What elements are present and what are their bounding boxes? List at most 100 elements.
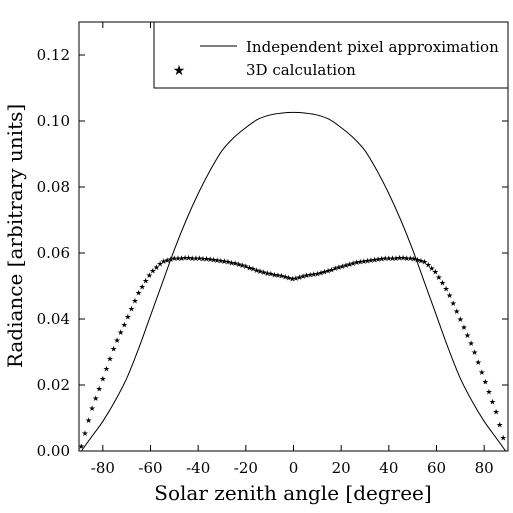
series-point-3d: ★ (375, 255, 382, 264)
y-axis-label: Radiance [arbitrary units] (3, 104, 27, 368)
series-point-3d: ★ (450, 299, 457, 308)
series-point-3d: ★ (382, 254, 389, 263)
series-point-3d: ★ (106, 355, 113, 364)
series-point-3d: ★ (357, 258, 364, 267)
series-point-3d: ★ (392, 254, 399, 263)
series-point-3d: ★ (307, 271, 314, 280)
series-point-3d: ★ (378, 255, 385, 264)
series-point-3d: ★ (199, 254, 206, 263)
x-tick-label: 60 (427, 459, 446, 477)
series-point-3d: ★ (289, 274, 296, 283)
series-point-3d: ★ (92, 394, 99, 403)
series-point-3d: ★ (85, 416, 92, 425)
series-point-3d: ★ (210, 255, 217, 264)
series-point-3d: ★ (124, 312, 131, 321)
series-point-3d: ★ (267, 270, 274, 279)
series-point-3d: ★ (224, 258, 231, 267)
x-tick-label: 80 (475, 459, 494, 477)
series-point-3d: ★ (235, 260, 242, 269)
series-point-3d: ★ (421, 257, 428, 266)
legend-label-3d: 3D calculation (246, 61, 356, 79)
series-point-3d: ★ (192, 254, 199, 263)
ticks: -80 -60 -40 -20 0 20 40 60 80 0.00 0.02 0.04 0.06 0.0… (37, 22, 508, 477)
series-point-3d: ★ (253, 266, 260, 275)
series-point-3d: ★ (167, 255, 174, 264)
y-tick-label: 0.06 (37, 244, 70, 262)
series-layer: ★★★★★★★★★★★★★★★★★★★★★★★★★★★★★★★★★★★★★★★★… (78, 111, 507, 452)
series-point-3d: ★ (349, 259, 356, 268)
series-point-3d: ★ (475, 358, 482, 367)
series-point-3d: ★ (403, 254, 410, 263)
series-point-3d: ★ (103, 365, 110, 374)
series-point-3d: ★ (153, 263, 160, 272)
series-point-3d: ★ (317, 268, 324, 277)
series-point-3d: ★ (232, 259, 239, 268)
series-point-3d: ★ (146, 271, 153, 280)
series-point-3d: ★ (492, 407, 499, 416)
series-point-3d: ★ (142, 277, 149, 286)
series-point-3d: ★ (128, 304, 135, 313)
series-point-3d: ★ (496, 420, 503, 429)
series-point-3d: ★ (292, 274, 299, 283)
y-tick-label: 0.08 (37, 178, 70, 196)
series-point-3d: ★ (181, 254, 188, 263)
series-point-3d: ★ (425, 261, 432, 270)
x-tick-label: -20 (234, 459, 258, 477)
series-point-3d: ★ (174, 254, 181, 263)
series-point-3d: ★ (171, 254, 178, 263)
series-point-3d: ★ (346, 260, 353, 269)
series-point-3d: ★ (271, 270, 278, 279)
series-point-3d: ★ (435, 273, 442, 282)
series-point-3d: ★ (160, 257, 167, 266)
series-point-3d: ★ (121, 320, 128, 329)
series-point-3d: ★ (164, 256, 171, 265)
series-point-3d: ★ (457, 315, 464, 324)
series-point-3d: ★ (410, 254, 417, 263)
series-point-3d: ★ (400, 254, 407, 263)
series-point-3d: ★ (467, 339, 474, 348)
series-point-3d: ★ (117, 328, 124, 337)
series-point-3d: ★ (460, 323, 467, 332)
series-point-3d: ★ (249, 265, 256, 274)
series-point-3d: ★ (389, 254, 396, 263)
series-point-3d: ★ (485, 388, 492, 397)
series-point-3d: ★ (282, 272, 289, 281)
legend: Independent pixel approximation ★ 3D cal… (153, 21, 509, 89)
series-point-3d: ★ (407, 254, 414, 263)
series-line-ipa (80, 111, 507, 452)
series-point-3d: ★ (321, 267, 328, 276)
series-point-3d: ★ (489, 398, 496, 407)
series-point-3d: ★ (314, 269, 321, 278)
series-point-3d: ★ (332, 264, 339, 273)
series-point-3d: ★ (114, 336, 121, 345)
series-point-3d: ★ (185, 254, 192, 263)
series-point-3d: ★ (353, 258, 360, 267)
series-point-3d: ★ (453, 307, 460, 316)
series-point-3d: ★ (81, 429, 88, 438)
series-point-3d: ★ (110, 345, 117, 354)
y-tick-label: 0.04 (37, 310, 70, 328)
y-tick-label: 0.12 (37, 46, 70, 64)
series-point-3d: ★ (339, 262, 346, 271)
legend-label-ipa: Independent pixel approximation (246, 38, 499, 56)
series-point-3d: ★ (96, 384, 103, 393)
series-point-3d: ★ (131, 297, 138, 306)
series-point-3d: ★ (385, 254, 392, 263)
series-point-3d: ★ (296, 273, 303, 282)
series-point-3d: ★ (217, 256, 224, 265)
series-point-3d: ★ (428, 264, 435, 273)
series-point-3d: ★ (367, 256, 374, 265)
series-point-3d: ★ (228, 258, 235, 267)
series-point-3d: ★ (442, 285, 449, 294)
series-point-3d: ★ (285, 273, 292, 282)
x-tick-label: -80 (91, 459, 115, 477)
x-axis-label: Solar zenith angle [degree] (154, 481, 431, 505)
series-point-3d: ★ (149, 266, 156, 275)
series-point-3d: ★ (299, 272, 306, 281)
series-point-3d: ★ (214, 256, 221, 265)
series-point-3d: ★ (246, 263, 253, 272)
series-point-3d: ★ (446, 291, 453, 300)
series-point-3d: ★ (156, 260, 163, 269)
series-point-3d: ★ (139, 283, 146, 292)
